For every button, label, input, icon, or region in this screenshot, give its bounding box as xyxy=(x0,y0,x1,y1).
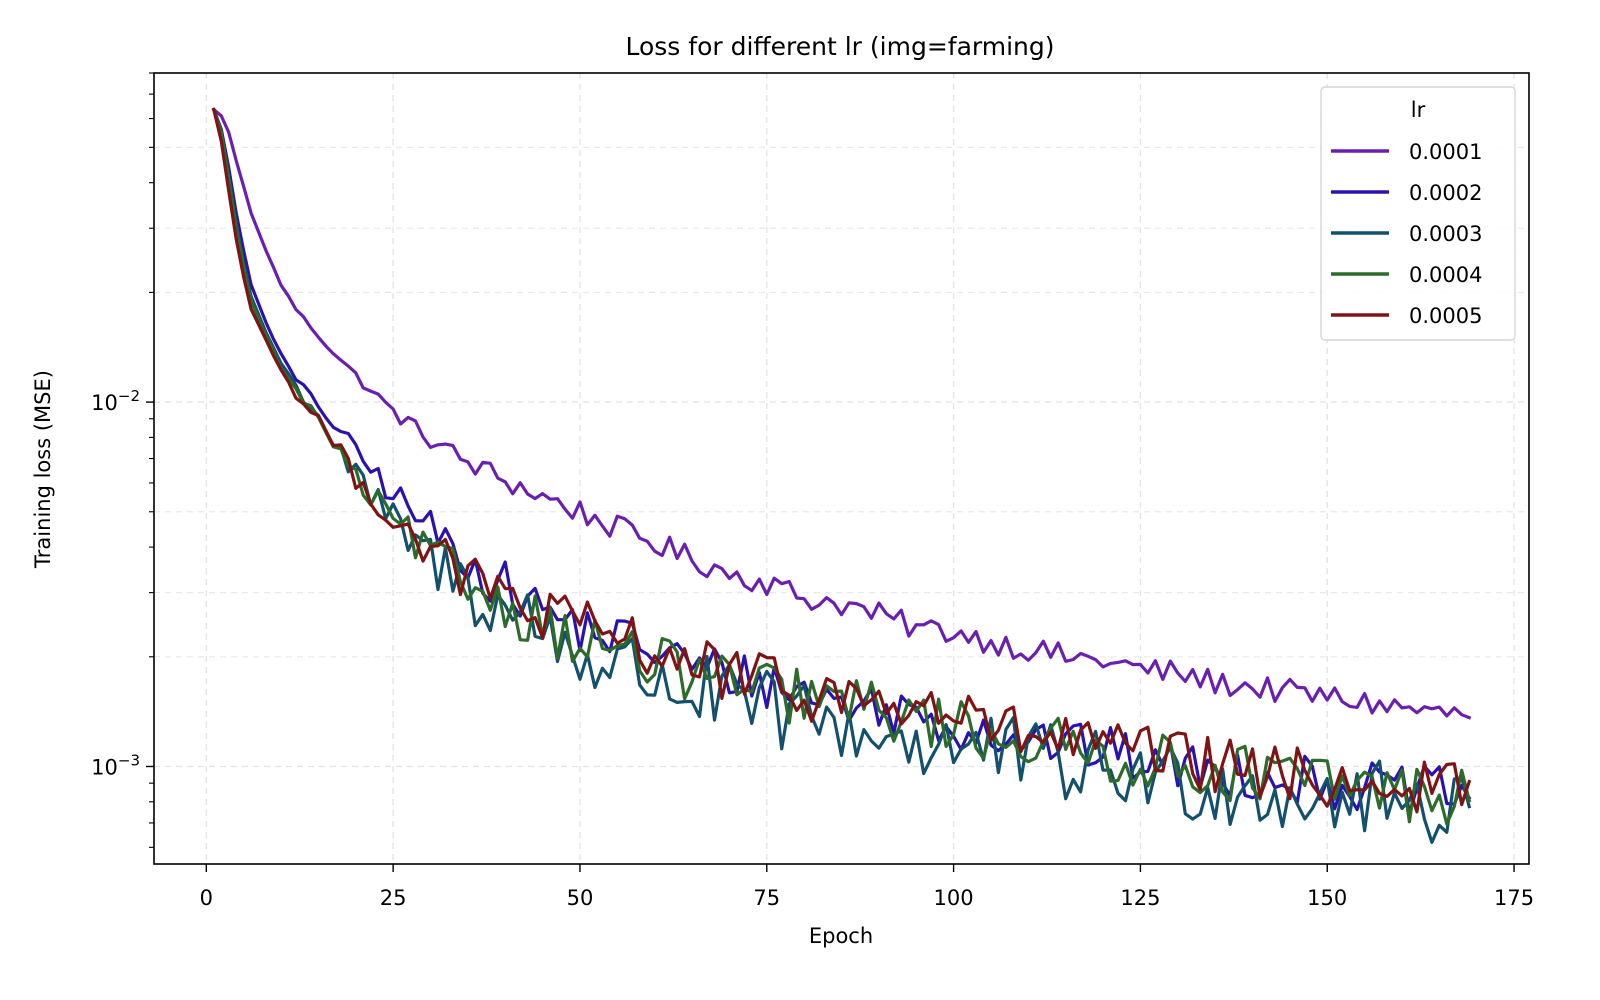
x-axis-ticks: 0 25 50 75 100 125 150 175 xyxy=(200,864,1534,910)
x-tick-label: 100 xyxy=(934,886,974,910)
x-tick-label: 125 xyxy=(1120,886,1160,910)
series-line-lr-0.0005 xyxy=(211,107,1472,814)
x-tick-label: 0 xyxy=(200,886,213,910)
legend-label-lr-0.0005: 0.0005 xyxy=(1409,304,1482,328)
series-line-lr-0.0001 xyxy=(211,107,1472,720)
x-tick-label: 25 xyxy=(380,886,407,910)
y-tick-label: 10−2 xyxy=(91,387,140,415)
y-axis-label: Training loss (MSE) xyxy=(31,370,55,569)
y-axis-ticks: 10−2 10−3 xyxy=(91,72,154,848)
series-line-lr-0.0004 xyxy=(211,107,1472,826)
x-tick-label: 175 xyxy=(1494,886,1534,910)
x-tick-label: 50 xyxy=(567,886,594,910)
series-line-lr-0.0003 xyxy=(211,107,1472,844)
series-layer xyxy=(211,107,1472,844)
chart-title: Loss for different lr (img=farming) xyxy=(626,32,1055,61)
legend-label-lr-0.0003: 0.0003 xyxy=(1409,222,1482,246)
x-tick-label: 75 xyxy=(753,886,780,910)
y-tick-label: 10−3 xyxy=(91,751,140,779)
x-tick-label: 150 xyxy=(1307,886,1347,910)
legend-items: 0.0001 0.0002 0.0003 0.0004 0.0005 xyxy=(1331,140,1482,328)
legend-box xyxy=(1320,86,1516,341)
x-axis-label: Epoch xyxy=(809,924,873,948)
legend: lr 0.0001 0.0002 0.0003 0.0004 0.0005 xyxy=(1320,86,1516,341)
grid-lines xyxy=(154,73,1529,864)
legend-label-lr-0.0002: 0.0002 xyxy=(1409,181,1482,205)
legend-label-lr-0.0004: 0.0004 xyxy=(1409,263,1482,287)
legend-label-lr-0.0001: 0.0001 xyxy=(1409,140,1482,164)
legend-title: lr xyxy=(1411,98,1426,122)
plot-frame xyxy=(153,72,1530,865)
